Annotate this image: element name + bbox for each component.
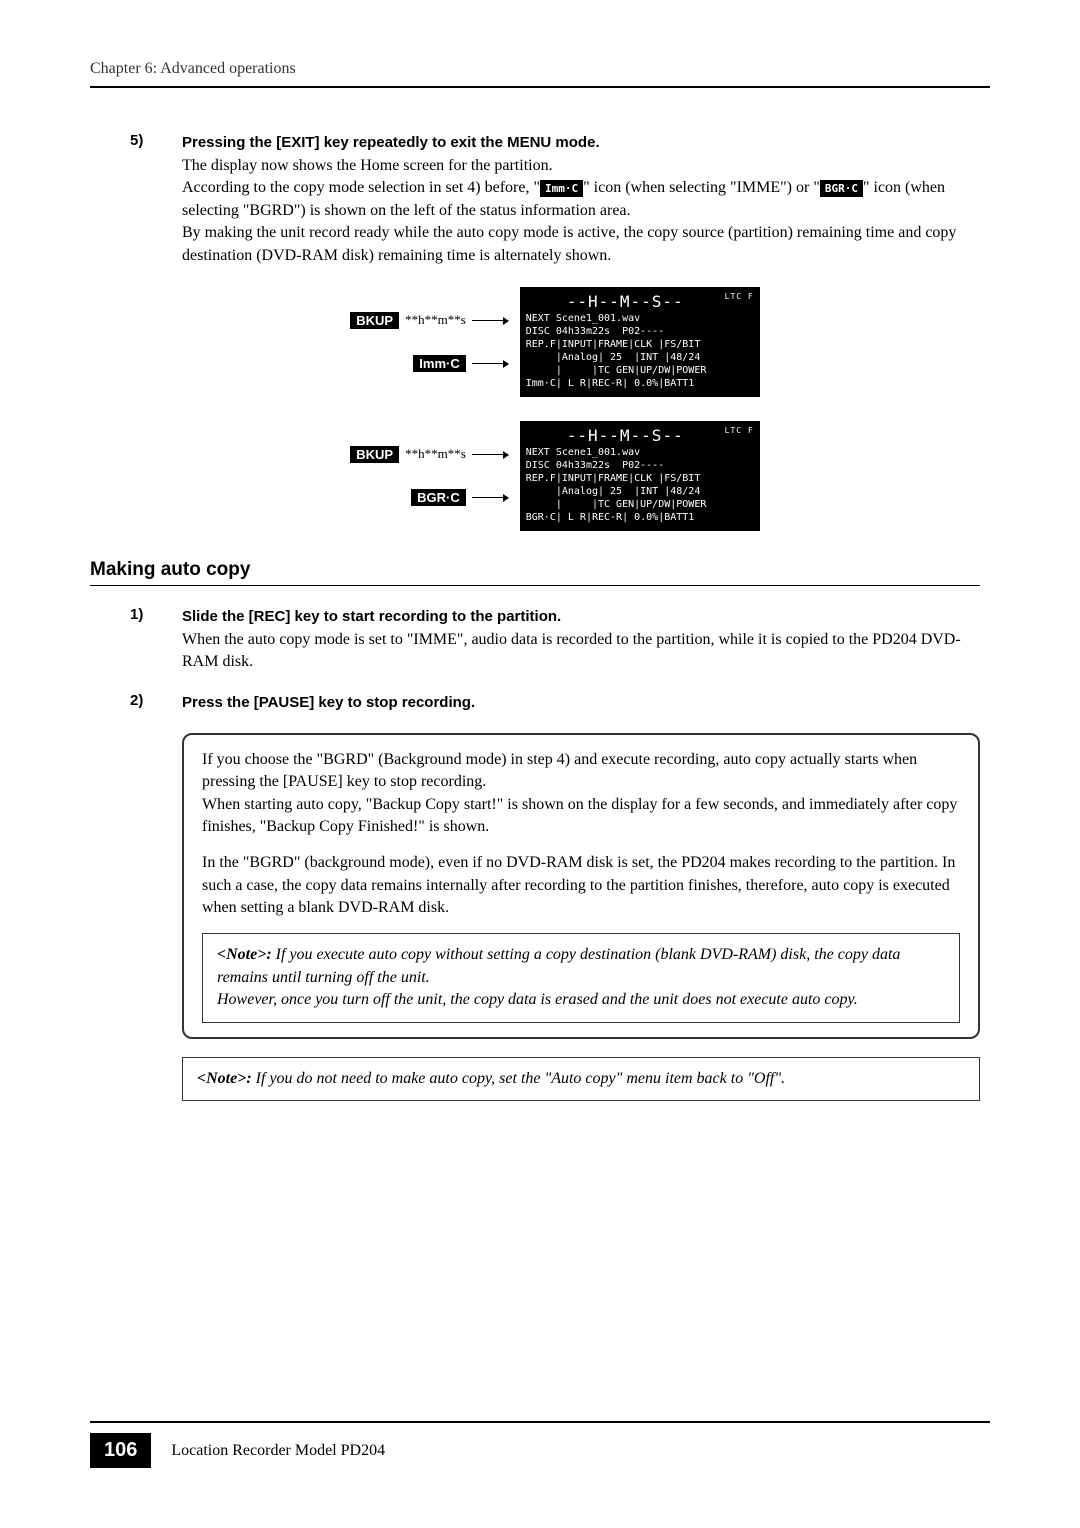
note-text: If you execute auto copy without setting… — [217, 946, 900, 985]
lcd-status-row: | |TC GEN|UP/DW|POWER — [526, 365, 754, 376]
bkup-label-row: BKUP **h**m**s — [350, 312, 508, 329]
lcd-display-bgr: --H--M--S-- LTC F NEXT Scene1_001.wav DI… — [520, 421, 760, 531]
step-body: Pressing the [EXIT] key repeatedly to ex… — [182, 132, 980, 267]
lcd-time-row: --H--M--S-- LTC F — [526, 427, 754, 445]
lcd-time: --H--M--S-- — [567, 426, 684, 445]
box-paragraph: When starting auto copy, "Backup Copy st… — [202, 794, 960, 839]
page-number: 106 — [90, 1433, 151, 1468]
arrow-icon — [472, 363, 508, 364]
lcd-display-imm: --H--M--S-- LTC F NEXT Scene1_001.wav DI… — [520, 287, 760, 397]
text-line: The display now shows the Home screen fo… — [182, 157, 553, 174]
lcd-time-row: --H--M--S-- LTC F — [526, 293, 754, 311]
lcd-time: --H--M--S-- — [567, 292, 684, 311]
labels-column: BKUP **h**m**s BGR·C — [350, 446, 508, 506]
step-title: Pressing the [EXIT] key repeatedly to ex… — [182, 132, 980, 153]
imm-label-row: Imm·C — [413, 355, 507, 372]
step-title: Slide the [REC] key to start recording t… — [182, 606, 980, 627]
bkup-label: BKUP — [350, 312, 399, 329]
bkup-time: **h**m**s — [405, 312, 466, 328]
arrow-icon — [472, 454, 508, 455]
lcd-ltc: LTC F — [725, 427, 754, 436]
info-box-bgrd: If you choose the "BGRD" (Background mod… — [182, 733, 980, 1039]
page-footer: 106 Location Recorder Model PD204 — [90, 1421, 990, 1468]
step-number: 1) — [130, 606, 182, 674]
bkup-label: BKUP — [350, 446, 399, 463]
arrow-icon — [472, 320, 508, 321]
lcd-status-row: |Analog| 25 |INT |48/24 — [526, 486, 754, 497]
step-number: 2) — [130, 692, 182, 715]
step-text: The display now shows the Home screen fo… — [182, 155, 980, 267]
imm-label: Imm·C — [413, 355, 465, 372]
arrow-icon — [472, 497, 508, 498]
lcd-disc: DISC 04h33m22s P02---- — [526, 460, 754, 471]
section-title: Making auto copy — [90, 559, 980, 586]
text-part: According to the copy mode selection in … — [182, 179, 540, 196]
chapter-header: Chapter 6: Advanced operations — [90, 60, 990, 88]
step-text: When the auto copy mode is set to "IMME"… — [182, 629, 980, 674]
lcd-next: NEXT Scene1_001.wav — [526, 447, 754, 458]
lcd-status-row: Imm·C| L R|REC-R| 0.0%|BATT1 — [526, 378, 754, 389]
step-5: 5) Pressing the [EXIT] key repeatedly to… — [130, 132, 980, 267]
screen-imm: BKUP **h**m**s Imm·C --H--M--S-- LTC F N… — [350, 287, 760, 397]
step-body: Slide the [REC] key to start recording t… — [182, 606, 980, 674]
bgr-label-row: BGR·C — [411, 489, 508, 506]
note-text: However, once you turn off the unit, the… — [217, 991, 858, 1008]
text-line: By making the unit record ready while th… — [182, 224, 956, 263]
lcd-ltc: LTC F — [725, 293, 754, 302]
step-2: 2) Press the [PAUSE] key to stop recordi… — [130, 692, 980, 715]
note-label: <Note>: — [197, 1070, 252, 1087]
imm-c-icon: Imm·C — [540, 180, 583, 197]
note-box-off: <Note>: If you do not need to make auto … — [182, 1057, 980, 1101]
step-title: Press the [PAUSE] key to stop recording. — [182, 692, 980, 713]
bgr-c-icon: BGR·C — [820, 180, 863, 197]
step-body: Press the [PAUSE] key to stop recording. — [182, 692, 980, 715]
bgr-label: BGR·C — [411, 489, 466, 506]
note-text: If you do not need to make auto copy, se… — [252, 1070, 785, 1087]
box-paragraph: In the "BGRD" (background mode), even if… — [202, 852, 960, 919]
lcd-next: NEXT Scene1_001.wav — [526, 313, 754, 324]
step-number: 5) — [130, 132, 182, 267]
page-content: 5) Pressing the [EXIT] key repeatedly to… — [90, 132, 990, 1101]
bkup-time: **h**m**s — [405, 446, 466, 462]
step-1: 1) Slide the [REC] key to start recordin… — [130, 606, 980, 674]
note-label: <Note>: — [217, 946, 272, 963]
display-screenshots: BKUP **h**m**s Imm·C --H--M--S-- LTC F N… — [130, 287, 980, 531]
footer-text: Location Recorder Model PD204 — [171, 1442, 385, 1460]
lcd-status-row: REP.F|INPUT|FRAME|CLK |FS/BIT — [526, 339, 754, 350]
labels-column: BKUP **h**m**s Imm·C — [350, 312, 508, 372]
lcd-status-row: BGR·C| L R|REC-R| 0.0%|BATT1 — [526, 512, 754, 523]
text-part: " icon (when selecting "IMME") or " — [583, 179, 820, 196]
lcd-status-row: | |TC GEN|UP/DW|POWER — [526, 499, 754, 510]
lcd-disc: DISC 04h33m22s P02---- — [526, 326, 754, 337]
note-box-inner: <Note>: If you execute auto copy without… — [202, 933, 960, 1022]
lcd-status-row: |Analog| 25 |INT |48/24 — [526, 352, 754, 363]
bkup-label-row: BKUP **h**m**s — [350, 446, 508, 463]
screen-bgr: BKUP **h**m**s BGR·C --H--M--S-- LTC F N… — [350, 421, 760, 531]
box-paragraph: If you choose the "BGRD" (Background mod… — [202, 749, 960, 794]
lcd-status-row: REP.F|INPUT|FRAME|CLK |FS/BIT — [526, 473, 754, 484]
